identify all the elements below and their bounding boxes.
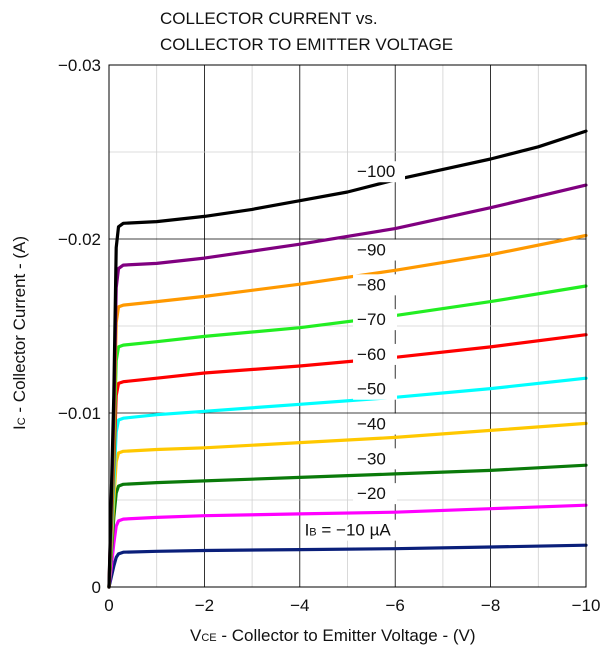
curve-label-bg <box>353 413 398 435</box>
curve-label: −80 <box>357 275 386 294</box>
plot-frame <box>108 64 587 588</box>
curve-label-bg <box>353 483 398 505</box>
series-line <box>107 543 588 589</box>
curve-label: −60 <box>357 345 386 364</box>
tick-labels: 0 −2 −4 −6 −8 −100−0.01−0.02−0.03 <box>58 56 600 615</box>
x-axis-label: VCE - Collector to Emitter Voltage - (V) <box>190 626 476 645</box>
series-line <box>107 129 588 589</box>
y-tick-label: −0.02 <box>58 230 101 249</box>
curve-label-bg <box>353 343 398 365</box>
curve-label: −40 <box>357 415 386 434</box>
curve-label: −30 <box>357 449 386 468</box>
y-tick-label: −0.03 <box>58 56 101 75</box>
curve-label: IB = −10 µA <box>305 521 392 540</box>
curve-label: −100 <box>357 162 395 181</box>
curve-label-bg <box>353 274 398 296</box>
x-tick-label: −6 <box>386 596 405 615</box>
curve-label-bg <box>353 448 398 470</box>
curve-label-bg <box>353 239 398 261</box>
curve-label-bg <box>300 519 441 541</box>
chart-title-line-2: COLLECTOR TO EMITTER VOLTAGE <box>160 35 453 54</box>
x-tick-label: −8 <box>481 596 500 615</box>
series-layer <box>107 129 588 589</box>
curve-label-bg <box>353 161 406 183</box>
curve-label: −90 <box>357 241 386 260</box>
curve-label: −70 <box>357 310 386 329</box>
series-line <box>107 503 588 589</box>
curve-label-layer: IB = −10 µA −20 −30 −40 −50 −60 −70 −80 −90 −100 <box>300 161 441 541</box>
x-tick-label: −4 <box>290 596 309 615</box>
curve-label-bg <box>353 378 398 400</box>
x-tick-label: −2 <box>195 596 214 615</box>
curve-label: −50 <box>357 380 386 399</box>
x-tick-label: −10 <box>572 596 601 615</box>
curve-label: −20 <box>357 484 386 503</box>
y-tick-label: −0.01 <box>58 404 101 423</box>
chart-title-line-1: COLLECTOR CURRENT vs. <box>160 9 378 28</box>
curve-label-bg <box>353 309 398 331</box>
x-tick-label: 0 <box>104 596 113 615</box>
y-axis-label: IC - Collector Current - (A) <box>10 236 29 430</box>
y-tick-label: 0 <box>92 578 101 597</box>
